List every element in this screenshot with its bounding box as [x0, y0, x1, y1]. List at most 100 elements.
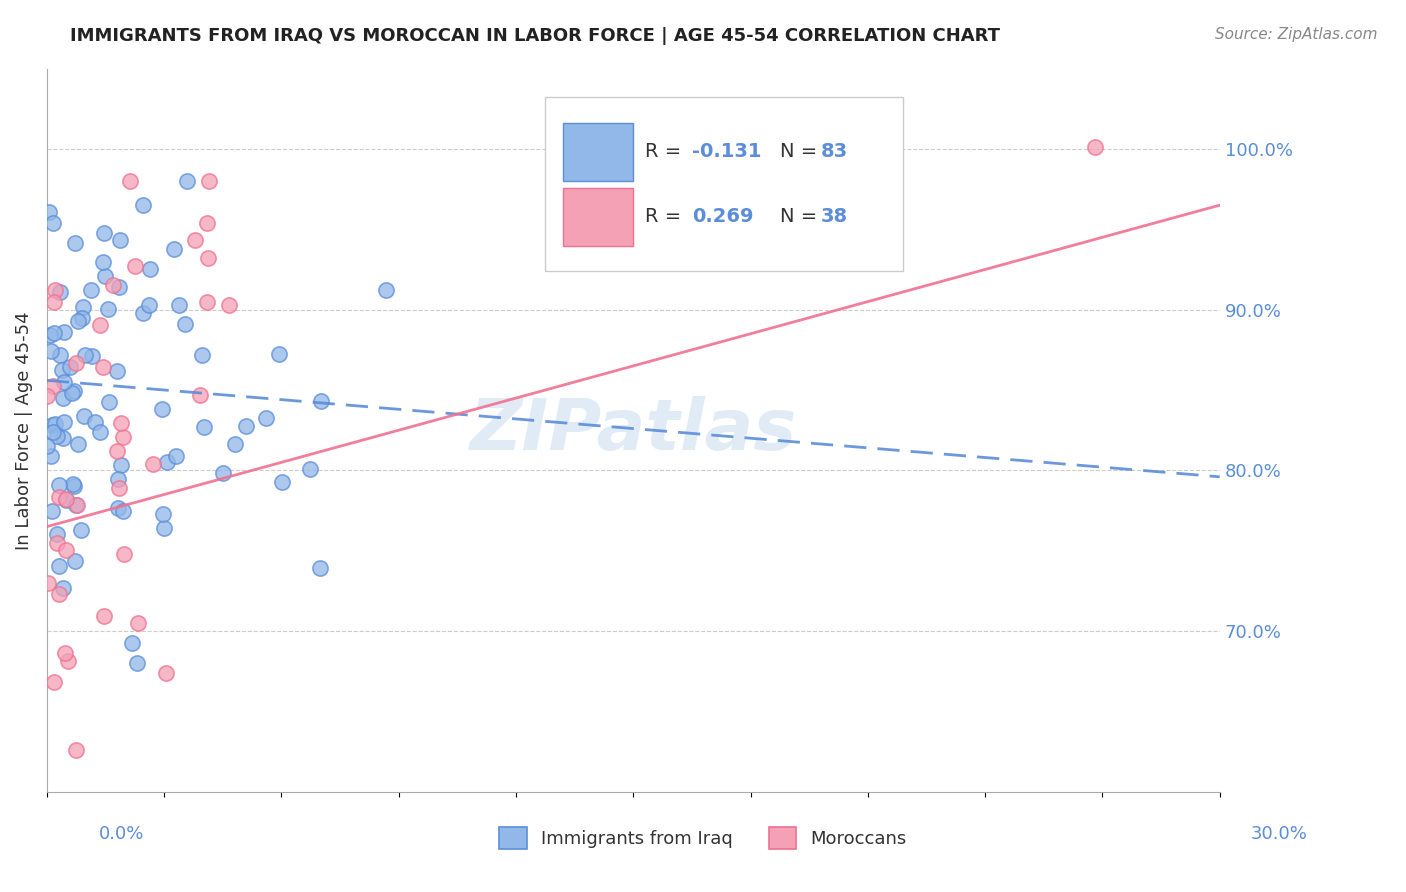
Point: [62, 477, 84, 491]
FancyBboxPatch shape: [546, 97, 903, 271]
Text: N =: N =: [780, 142, 824, 161]
Point: [198, 174, 221, 188]
Point: [48, 587, 70, 601]
Point: [299, 462, 322, 476]
Text: Source: ZipAtlas.com: Source: ZipAtlas.com: [1215, 27, 1378, 42]
Point: [142, 457, 165, 471]
Point: [56, 654, 79, 668]
Point: [65, 743, 87, 757]
Point: [195, 216, 218, 230]
Point: [132, 306, 155, 320]
Point: [89, 318, 111, 332]
Point: [218, 298, 240, 312]
Point: [53, 646, 76, 660]
Point: [127, 615, 149, 630]
Text: IMMIGRANTS FROM IRAQ VS MOROCCAN IN LABOR FORCE | AGE 45-54 CORRELATION CHART: IMMIGRANTS FROM IRAQ VS MOROCCAN IN LABO…: [70, 27, 1000, 45]
Point: [49, 348, 72, 362]
Point: [224, 437, 246, 451]
Point: [93, 608, 115, 623]
Point: [150, 402, 173, 417]
Point: [48, 477, 70, 491]
Point: [190, 388, 212, 402]
Text: 0.269: 0.269: [692, 207, 754, 227]
Point: [110, 417, 132, 431]
Point: [93, 227, 115, 241]
FancyBboxPatch shape: [562, 188, 633, 245]
Point: [44, 417, 66, 431]
Point: [42, 295, 65, 310]
Point: [42, 425, 65, 439]
Point: [139, 261, 162, 276]
Point: [173, 317, 195, 331]
Point: [72, 300, 94, 314]
Point: [156, 454, 179, 468]
Point: [67, 314, 90, 328]
Point: [107, 280, 129, 294]
Point: [138, 298, 160, 312]
Point: [65, 236, 87, 251]
Point: [309, 394, 332, 409]
Point: [197, 252, 219, 266]
Point: [63, 479, 86, 493]
Point: [52, 431, 75, 445]
Point: [37, 576, 59, 591]
Point: [39, 344, 62, 359]
Point: [212, 466, 235, 480]
Point: [48, 559, 70, 574]
Point: [55, 543, 77, 558]
Point: [108, 481, 131, 495]
Point: [254, 411, 277, 425]
Point: [48, 490, 70, 504]
Point: [52, 415, 75, 429]
Point: [82, 349, 104, 363]
Point: [165, 450, 187, 464]
Point: [38, 204, 60, 219]
Point: [125, 657, 148, 671]
Point: [167, 298, 190, 312]
Point: [124, 259, 146, 273]
Point: [46, 429, 69, 443]
Point: [374, 283, 396, 297]
Point: [83, 415, 105, 429]
Point: [94, 269, 117, 284]
Point: [75, 348, 97, 362]
Point: [70, 523, 93, 537]
Point: [152, 507, 174, 521]
Point: [309, 560, 332, 574]
Point: [132, 198, 155, 212]
Point: [52, 581, 75, 595]
Point: [70, 311, 93, 326]
Y-axis label: In Labor Force | Age 45-54: In Labor Force | Age 45-54: [15, 311, 32, 549]
Text: N =: N =: [780, 207, 824, 227]
Point: [118, 174, 141, 188]
Point: [89, 425, 111, 440]
Point: [65, 554, 87, 568]
Point: [110, 458, 132, 473]
Point: [37, 389, 59, 403]
Point: [183, 233, 205, 247]
Point: [93, 255, 115, 269]
Point: [39, 450, 62, 464]
Point: [46, 536, 69, 550]
Point: [42, 216, 65, 230]
Point: [176, 174, 198, 188]
Text: 83: 83: [821, 142, 848, 161]
Point: [112, 503, 135, 517]
Point: [193, 420, 215, 434]
Point: [191, 348, 214, 362]
Point: [55, 493, 77, 508]
Point: [66, 498, 89, 512]
Point: [60, 386, 83, 401]
Point: [44, 283, 66, 297]
Point: [235, 419, 257, 434]
Point: [107, 500, 129, 515]
Point: [271, 475, 294, 489]
Text: 30.0%: 30.0%: [1251, 825, 1308, 843]
Point: [97, 301, 120, 316]
Point: [65, 498, 87, 512]
Point: [97, 395, 120, 409]
Point: [72, 409, 94, 423]
Point: [112, 547, 135, 561]
Text: ZIPatlas: ZIPatlas: [470, 396, 797, 465]
Point: [80, 283, 103, 297]
